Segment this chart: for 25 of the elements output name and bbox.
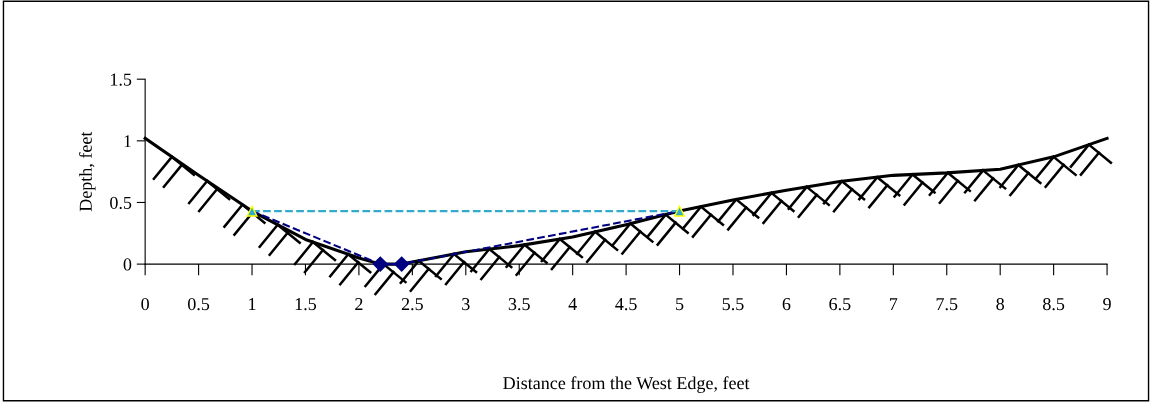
x-tick-label: 7 [889,298,898,310]
x-tick-label: 1.5 [295,298,317,311]
x-tick-label: 9 [1103,298,1111,311]
x-tick-label: 1 [249,298,256,310]
y-axis-title: Depth, feet [78,131,96,212]
x-tick-label: 8 [996,297,1005,311]
x-tick-label: 6.5 [829,298,851,311]
y-tick-label: 0 [123,258,132,271]
x-tick-label: 7.5 [936,298,958,311]
x-tick-label: 2 [355,298,363,310]
y-tick-label: 1.5 [110,73,132,86]
y-tick-label: 1 [124,135,131,148]
x-tick-label: 0 [141,297,149,311]
x-tick-label: 3 [462,298,470,311]
x-tick-label: 5.5 [722,298,744,311]
x-tick-label: 3.5 [508,298,530,311]
x-tick-label: 5 [676,298,684,311]
x-tick-label: 2.5 [401,298,423,311]
x-tick-label: 4 [568,298,577,310]
y-tick-label: 0.5 [110,196,132,209]
x-tick-label: 8.5 [1043,297,1065,311]
x-tick-label: 0.5 [188,297,210,311]
x-axis-title: Distance from the West Edge, feet [503,376,750,393]
x-tick-label: 4.5 [615,298,637,311]
x-tick-label: 6 [782,298,791,311]
